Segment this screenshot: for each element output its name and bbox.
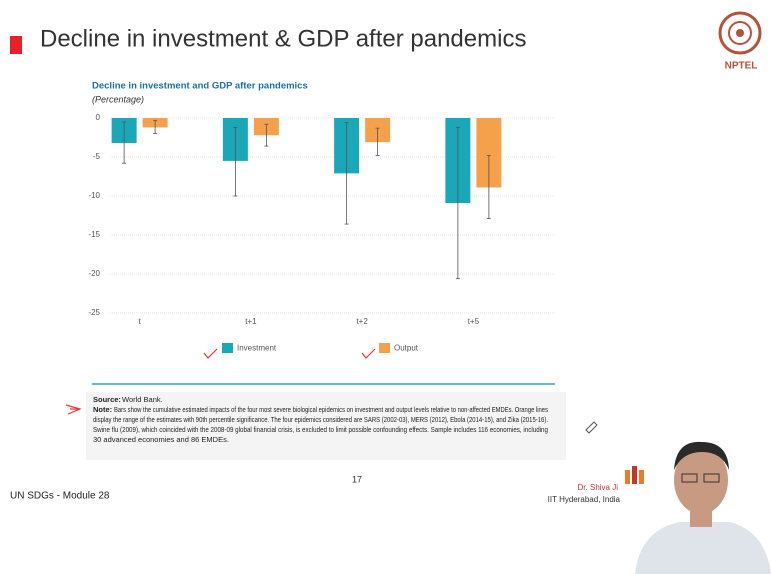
note-line: display the range of the estimates with …: [93, 415, 548, 424]
presenter-video: [635, 441, 771, 574]
chart-title: Decline in investment and GDP after pand…: [92, 81, 308, 92]
pen-icon: [585, 421, 598, 434]
affiliation: IIT Hyderabad, India: [548, 495, 621, 504]
notes: Source: World Bank. Note: Bars show the cum…: [93, 395, 548, 444]
arrow-annotation: [65, 404, 82, 415]
legend-swatch: [222, 343, 233, 353]
page-number: 17: [352, 474, 362, 484]
legend-swatch: [379, 343, 390, 353]
x-tick-label: t: [139, 317, 142, 326]
legend-label: Investment: [237, 344, 277, 353]
source-label: Source:: [93, 395, 121, 404]
note-line: 30 advanced economies and 86 EMDEs.: [93, 435, 229, 444]
note-line: Swine flu (2009), which coincided with t…: [93, 425, 548, 434]
x-tick-label: t+1: [245, 317, 257, 326]
slide-title: Decline in investment & GDP after pandem…: [40, 25, 526, 52]
nptel-logo: NPTEL: [718, 11, 762, 72]
check-mark: [203, 348, 218, 359]
note-line: Bars show the cumulative estimated impac…: [114, 405, 548, 414]
x-tick-label: t+5: [468, 317, 480, 326]
y-tick-label: 0: [96, 113, 101, 122]
title-bullet: [10, 36, 22, 54]
chart-subtitle: (Percentage): [92, 94, 144, 104]
source-text: World Bank.: [122, 395, 163, 404]
check-mark: [361, 348, 376, 359]
y-tick-label: -10: [88, 191, 100, 200]
note-label: Note:: [93, 405, 112, 414]
iith-logo: [625, 466, 644, 484]
presenter-name: Dr. Shiva Ji: [578, 483, 619, 492]
chart: 0 -5 -10 -15 -20 -25 t t+1 t+2 t+5 Investment Outpu…: [88, 113, 555, 353]
y-tick-label: -15: [88, 230, 100, 239]
y-tick-label: -5: [93, 152, 101, 161]
y-tick-label: -25: [88, 308, 100, 317]
legend-label: Output: [394, 344, 419, 353]
notes-box: [86, 392, 566, 460]
y-tick-label: -20: [88, 269, 100, 278]
module-label: UN SDGs - Module 28: [10, 491, 110, 502]
x-tick-label: t+2: [356, 317, 368, 326]
logo-text: NPTEL: [725, 61, 758, 72]
